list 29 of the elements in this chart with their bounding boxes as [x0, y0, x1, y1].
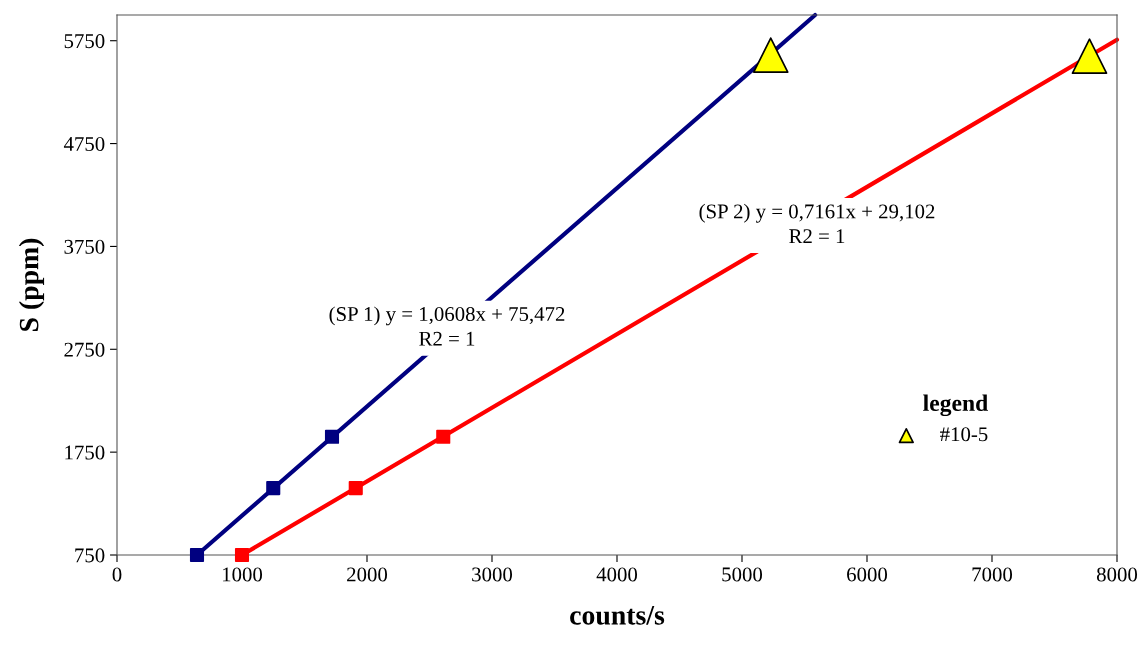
legend-label: #10-5	[940, 427, 988, 442]
point	[436, 429, 451, 444]
x-tick-label: 2000	[347, 567, 388, 582]
y-tick-label: 1750	[65, 445, 105, 460]
x-tick-label: 4000	[596, 567, 638, 582]
annotation: (SP 1) y = 1,0608x + 75,472 R2 = 1	[329, 306, 565, 346]
y-tick-label: 3750	[64, 239, 105, 254]
x-axis-title: counts/s	[570, 606, 665, 625]
y-tick-label: 5750	[64, 34, 105, 49]
x-tick-label: 5000	[722, 567, 763, 582]
x-tick-label: 6000	[847, 567, 888, 582]
point	[234, 547, 250, 563]
x-tick-label: 0	[112, 567, 122, 582]
point	[1071, 38, 1108, 74]
x-tick-label: 7000	[972, 567, 1013, 582]
y-tick-label: 750	[75, 548, 105, 563]
point	[266, 481, 281, 496]
point	[189, 547, 205, 563]
x-tick-label: 1000	[223, 567, 263, 582]
legend-title: legend	[923, 394, 988, 417]
x-tick-label: 8000	[1096, 567, 1138, 582]
annotation: (SP 2) y = 0,7161x + 29,102 R2 = 1	[699, 203, 935, 243]
point	[324, 429, 340, 444]
y-axis-title: S (ppm)	[18, 238, 45, 331]
x-tick-label: 3000	[472, 567, 513, 582]
point	[348, 481, 363, 496]
point	[752, 37, 789, 73]
y-tick-label: 2750	[64, 342, 105, 357]
y-tick-label: 4750	[63, 136, 105, 151]
